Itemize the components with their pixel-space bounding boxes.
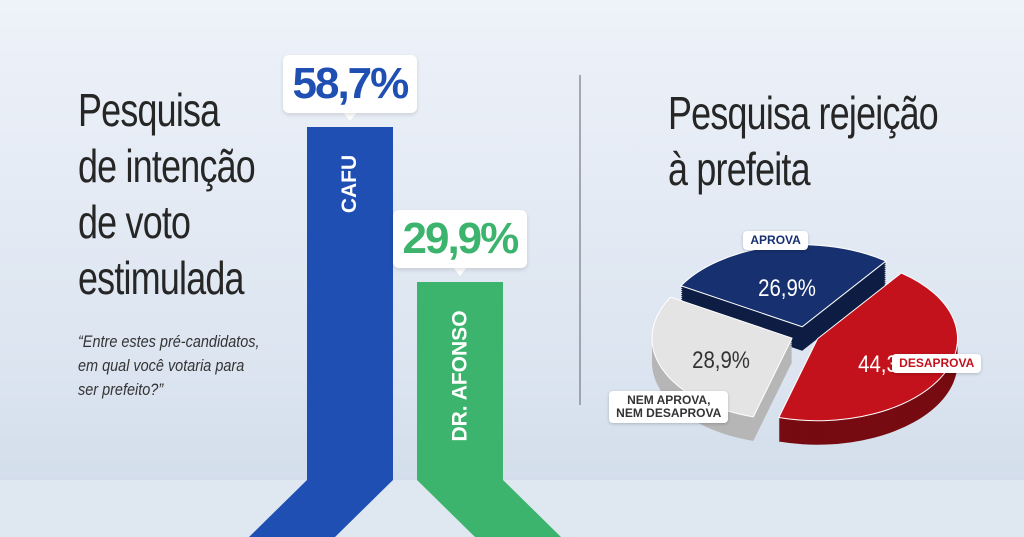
- bar: [249, 127, 393, 537]
- bar: [417, 282, 561, 537]
- bar-label: DR. AFONSO: [448, 310, 472, 442]
- value-label: 29,9%: [392, 210, 528, 269]
- value-label: 58,7%: [282, 55, 418, 113]
- bar-label: CAFU: [338, 154, 362, 214]
- slice-value: 28,9%: [691, 347, 750, 374]
- slice: [778, 272, 958, 422]
- slice-label: APROVA: [743, 230, 808, 250]
- slice-label: NEM APROVA, NEM DESAPROVA: [609, 391, 729, 424]
- bar-subtitle: “Entre estes pré-candidatos, em qual voc…: [78, 332, 260, 399]
- slice-value: 26,9%: [757, 274, 816, 302]
- callout-pointer: [343, 112, 357, 121]
- slice-label: DESAPROVA: [892, 353, 982, 373]
- bar-title: Pesquisa de intenção de voto estimulada: [78, 84, 256, 304]
- callout-pointer: [453, 267, 467, 277]
- pie-title: Pesquisa rejeição à prefeita: [668, 87, 939, 195]
